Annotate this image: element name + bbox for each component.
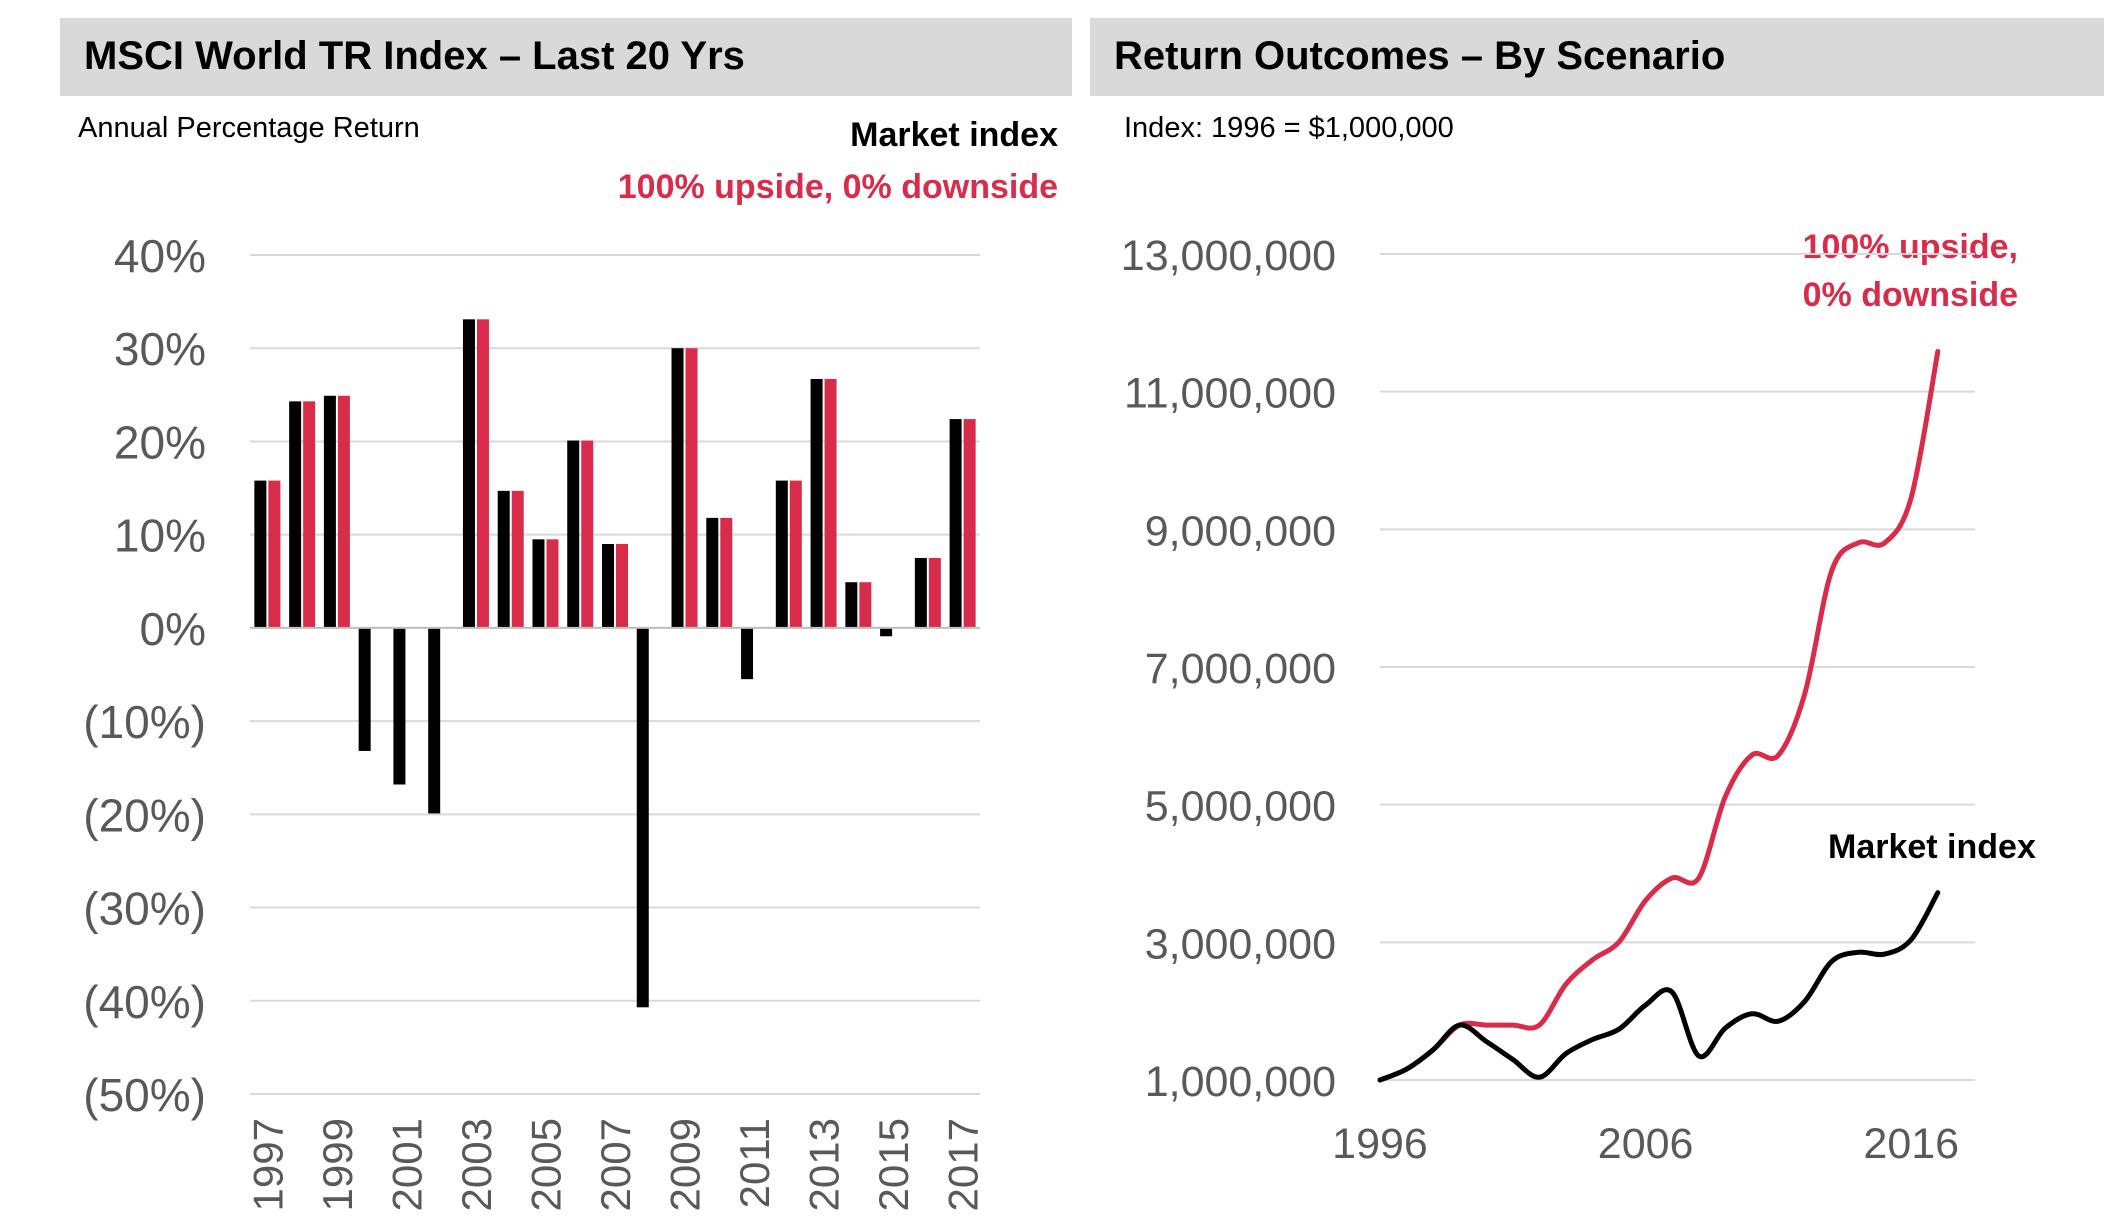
upside-line-label-2: 0% downside	[1802, 276, 2018, 314]
y-tick-label: 40%	[114, 230, 206, 282]
bar-upside-2016	[928, 557, 941, 628]
bar-market-2011	[741, 627, 754, 680]
legend-market-index: Market index	[850, 116, 1058, 154]
x-tick-label: 2016	[1863, 1120, 1959, 1168]
bar-upside-2013	[824, 378, 837, 628]
x-tick-label: 2001	[383, 1118, 430, 1211]
bar-market-1998	[289, 401, 302, 628]
bar-market-2003	[462, 319, 475, 628]
x-tick-label: 2005	[522, 1118, 569, 1211]
bar-market-1999	[323, 395, 336, 628]
bar-market-2008	[636, 627, 649, 1008]
bar-upside-2003	[476, 319, 489, 628]
bar-upside-1999	[337, 395, 350, 628]
bar-upside-1998	[303, 401, 316, 628]
left-panel-header: MSCI World TR Index – Last 20 Yrs	[60, 18, 1072, 96]
y-tick-label: 11,000,000	[1124, 370, 1336, 418]
y-tick-label: 5,000,000	[1145, 783, 1336, 831]
y-tick-label: 30%	[114, 323, 206, 375]
legend-upside: 100% upside, 0% downside	[617, 168, 1058, 206]
right-chart-subtitle: Index: 1996 = $1,000,000	[1124, 112, 1454, 144]
bar-market-2017	[949, 419, 962, 628]
bar-market-2012	[775, 480, 788, 628]
bar-market-2002	[428, 627, 441, 814]
bar-upside-1997	[268, 480, 281, 628]
bar-market-2013	[810, 378, 823, 628]
bar-market-2016	[914, 557, 927, 628]
x-tick-label: 2007	[592, 1118, 639, 1211]
bar-market-2001	[393, 627, 406, 785]
bar-market-2007	[602, 543, 614, 628]
series-line-market-index	[1377, 890, 1941, 1083]
x-tick-label: 2015	[870, 1118, 917, 1211]
y-tick-label: (20%)	[83, 789, 206, 841]
y-tick-label: (30%)	[83, 883, 206, 935]
x-tick-label: 2009	[662, 1118, 709, 1211]
bar-upside-2005	[546, 539, 559, 628]
bar-upside-2004	[511, 490, 524, 628]
bar-upside-2017	[963, 419, 976, 628]
bar-market-2009	[671, 348, 684, 628]
y-tick-label: 0%	[140, 603, 206, 655]
bar-market-2015	[880, 627, 893, 637]
right-panel-header: Return Outcomes – By Scenario	[1090, 18, 2104, 96]
x-tick-label: 1999	[314, 1118, 361, 1211]
bar-upside-2006	[581, 440, 594, 628]
y-tick-label: 1,000,000	[1145, 1058, 1336, 1106]
bar-upside-2007	[616, 543, 628, 628]
upside-line-label-1: 100% upside,	[1802, 228, 2018, 266]
bar-chart: 40% 30% 20% 10% 0% (10%) (20%) (30%) (40%) (50%) 1…	[83, 230, 987, 1211]
bar-market-2005	[532, 539, 545, 628]
right-chart-title: Return Outcomes – By Scenario	[1114, 34, 1726, 78]
x-tick-label: 1997	[244, 1118, 291, 1211]
x-tick-label: 2017	[940, 1118, 987, 1211]
left-chart-subtitle: Annual Percentage Return	[78, 112, 420, 144]
x-tick-label: 2003	[453, 1118, 500, 1211]
bar-market-1997	[254, 480, 267, 628]
bar-market-2010	[706, 517, 719, 628]
bar-upside-2014	[859, 582, 872, 628]
y-tick-label: (40%)	[83, 976, 206, 1028]
x-tick-label: 1996	[1332, 1120, 1428, 1168]
series-line-upside	[1377, 348, 1941, 1083]
y-tick-label: (10%)	[83, 696, 206, 748]
y-tick-label: 9,000,000	[1145, 507, 1336, 555]
x-tick-label: 2006	[1598, 1120, 1694, 1168]
x-tick-label: 2011	[731, 1118, 778, 1208]
bar-upside-2010	[720, 517, 733, 628]
bar-market-2014	[845, 582, 858, 628]
bar-upside-2012	[789, 480, 802, 628]
y-tick-label: 3,000,000	[1145, 920, 1336, 968]
bar-market-2006	[567, 440, 580, 628]
y-tick-label: 10%	[114, 510, 206, 562]
y-tick-label: 20%	[114, 416, 206, 468]
bar-market-2000	[358, 627, 371, 751]
y-tick-label: 7,000,000	[1145, 645, 1336, 693]
bar-market-2004	[497, 490, 510, 628]
y-tick-label: (50%)	[83, 1069, 206, 1121]
left-chart-title: MSCI World TR Index – Last 20 Yrs	[84, 34, 745, 78]
market-line-label: Market index	[1828, 828, 2036, 866]
y-tick-label: 13,000,000	[1121, 232, 1336, 280]
x-tick-label: 2013	[801, 1118, 848, 1211]
bar-upside-2009	[685, 348, 698, 628]
